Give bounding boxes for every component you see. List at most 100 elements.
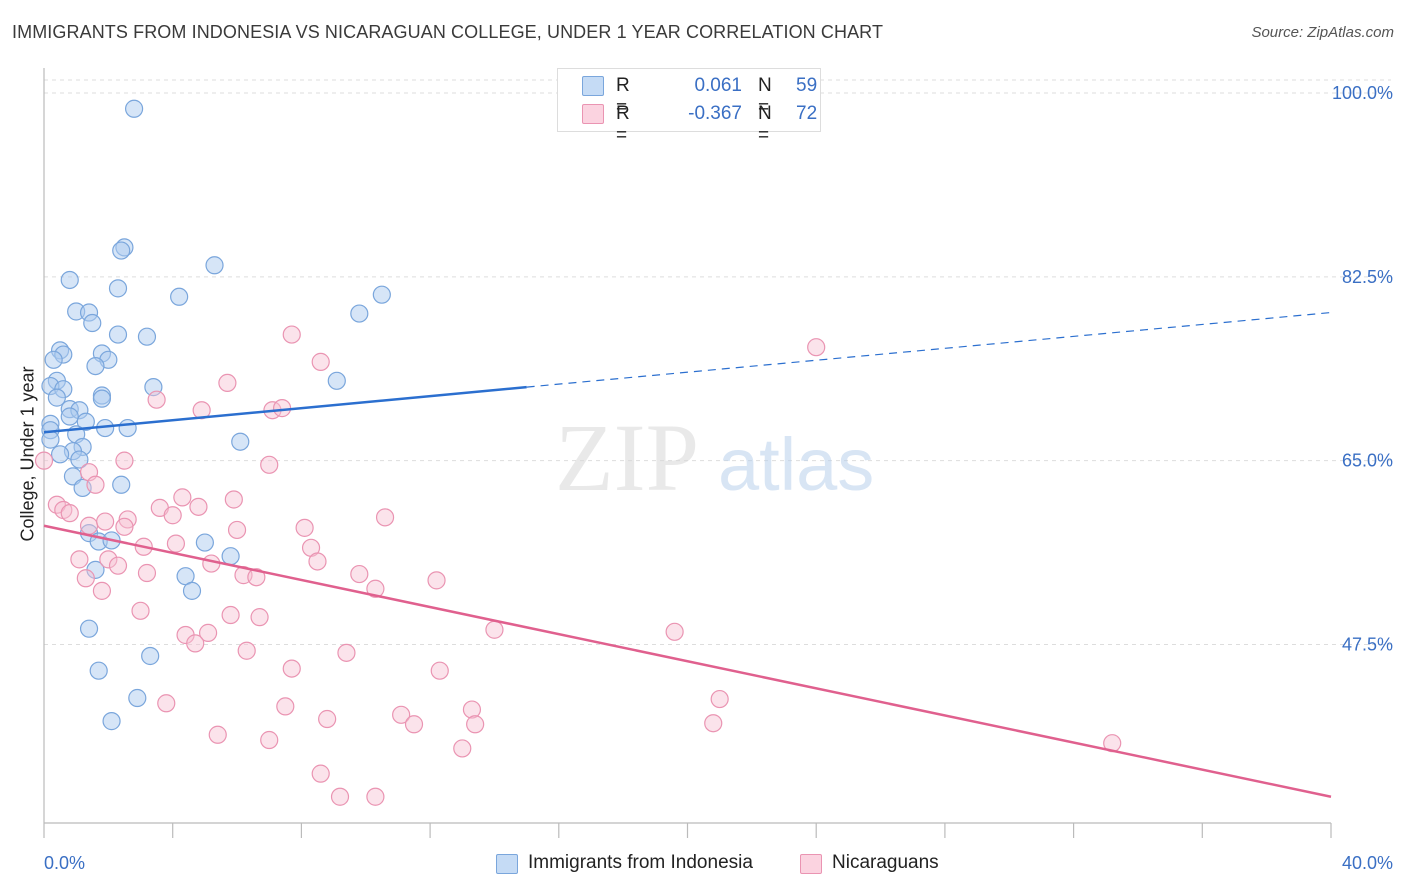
data-point-nicaraguans [92,581,112,600]
data-point-nicaraguans [157,694,176,713]
data-point-nicaraguans [99,550,118,569]
data-point-nicaraguans [115,517,134,536]
watermark-atlas: atlas [718,423,874,506]
data-point-indonesia [108,279,128,298]
data-point-nicaraguans [485,620,504,639]
data-point-nicaraguans [282,659,301,678]
data-point-nicaraguans [276,697,295,716]
data-point-nicaraguans [218,373,237,393]
r-label: R = [616,75,630,118]
data-point-nicaraguans [250,608,269,627]
data-point-indonesia [195,533,214,552]
gridlines [44,79,1391,645]
legend-swatch-blue [496,854,518,874]
y-tick-label: 100.0% [1332,83,1393,103]
data-point-indonesia [231,432,250,451]
data-point-indonesia [44,350,63,369]
data-point-nicaraguans [221,605,240,625]
y-axis-label: College, Under 1 year [17,366,38,542]
series-indonesia-points [41,99,391,731]
chart-title: IMMIGRANTS FROM INDONESIA VS NICARAGUAN … [12,22,884,42]
data-point-nicaraguans [282,325,301,344]
data-point-indonesia [102,712,121,731]
data-point-nicaraguans [330,787,350,806]
data-point-indonesia [170,287,189,306]
legend-label-nicaraguans: Nicaraguans [832,852,939,873]
data-point-indonesia [50,445,70,464]
data-point-nicaraguans [807,338,826,357]
n-value: 72 [796,103,818,124]
data-point-nicaraguans [147,390,166,409]
data-point-nicaraguans [208,725,227,744]
n-value: 59 [796,75,818,96]
trend-lines [43,311,1332,798]
data-point-indonesia [124,99,144,118]
data-point-nicaraguans [466,715,485,734]
watermark: ZIP atlas [555,404,874,511]
y-tick-label: 65.0% [1342,451,1393,471]
data-point-nicaraguans [430,661,449,680]
r-label: R = [616,103,630,146]
data-point-nicaraguans [308,552,327,571]
data-point-nicaraguans [366,579,385,598]
data-point-nicaraguans [350,564,369,584]
data-point-indonesia [60,270,79,290]
data-point-indonesia [41,430,60,449]
data-point-indonesia [221,547,240,566]
r-value: -0.367 [688,103,742,124]
data-point-nicaraguans [247,568,266,587]
data-point-nicaraguans [237,641,256,660]
data-point-nicaraguans [34,451,54,470]
n-label: N = [758,103,772,146]
data-point-indonesia [112,475,131,494]
data-point-nicaraguans [311,352,330,371]
data-point-nicaraguans [704,714,723,733]
data-point-nicaraguans [260,455,279,474]
legend-label-indonesia: Immigrants from Indonesia [528,852,753,873]
data-point-nicaraguans [186,634,205,653]
data-point-indonesia [141,646,160,666]
y-tick-label: 82.5% [1342,267,1393,287]
trend-line-indonesia-extrapolated [526,311,1332,388]
data-point-nicaraguans [404,715,424,734]
legend-swatch-blue [582,76,604,96]
data-point-nicaraguans [375,508,395,527]
data-point-indonesia [70,450,89,469]
data-point-indonesia [92,389,112,408]
data-point-indonesia [76,412,95,431]
data-point-nicaraguans [311,764,330,783]
x-tick-label: 40.0% [1342,853,1393,873]
trend-line-indonesia [43,385,527,434]
data-point-nicaraguans [108,556,128,575]
data-point-nicaraguans [260,730,279,750]
data-point-nicaraguans [272,399,292,418]
data-point-nicaraguans [189,497,208,516]
data-point-nicaraguans [295,518,314,537]
data-point-indonesia [79,619,99,638]
data-point-nicaraguans [86,475,105,494]
data-point-nicaraguans [131,601,150,620]
data-point-indonesia [128,688,147,708]
correlation-legend: R = 0.061 N = 59 R = -0.367 N = 72 [557,68,821,146]
data-point-nicaraguans [427,571,446,590]
data-point-nicaraguans [318,709,337,729]
data-point-indonesia [182,581,202,600]
data-point-indonesia [327,371,346,390]
data-point-indonesia [47,388,66,407]
data-point-nicaraguans [60,504,79,523]
data-point-nicaraguans [224,490,243,509]
data-point-nicaraguans [462,700,482,719]
x-tick-label: 0.0% [44,853,85,873]
y-tick-label: 47.5% [1342,634,1393,654]
data-point-indonesia [372,285,391,304]
data-point-indonesia [118,418,137,438]
data-point-indonesia [205,256,224,275]
data-point-indonesia [350,304,369,323]
data-point-nicaraguans [710,689,729,709]
data-point-nicaraguans [163,506,182,525]
tick-labels: 47.5% 65.0% 82.5% 100.0% 0.0% 40.0% [44,83,1393,873]
data-point-nicaraguans [202,554,221,573]
data-point-indonesia [60,407,79,426]
data-point-nicaraguans [115,451,134,470]
